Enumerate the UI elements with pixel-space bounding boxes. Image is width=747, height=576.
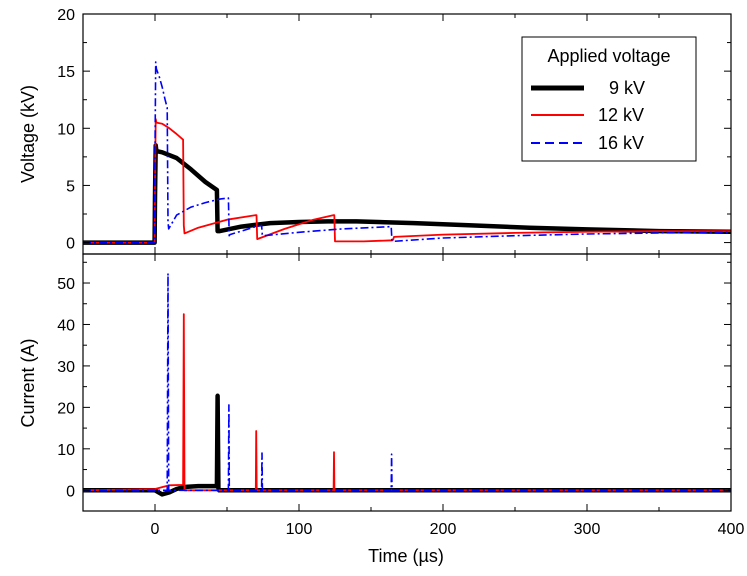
voltage-series-12-kv bbox=[83, 118, 731, 244]
x-tick-label: 300 bbox=[574, 521, 601, 538]
voltage-y-tick-label: 20 bbox=[57, 7, 75, 24]
current-y-tick-label: 10 bbox=[57, 442, 75, 459]
x-tick-label: 100 bbox=[286, 521, 313, 538]
current-series-16-kv bbox=[83, 272, 731, 492]
voltage-y-tick-label: 15 bbox=[57, 64, 75, 81]
current-axis-title: Current (A) bbox=[18, 338, 38, 427]
x-axis-title: Time (µs) bbox=[368, 546, 444, 566]
voltage-y-tick-label: 0 bbox=[66, 236, 75, 253]
voltage-axis-title: Voltage (kV) bbox=[18, 85, 38, 183]
current-y-tick-label: 50 bbox=[57, 276, 75, 293]
voltage-y-tick-label: 5 bbox=[66, 178, 75, 195]
legend-title: Applied voltage bbox=[547, 46, 670, 66]
current-panel: 0 10 20 30 40 50 Current (A) bbox=[18, 253, 732, 512]
legend-label-16kv: 16 kV bbox=[598, 133, 644, 153]
current-y-tick-label: 30 bbox=[57, 359, 75, 376]
voltage-panel: 0 5 10 15 20 Voltage (kV) Applied voltage 9 … bbox=[18, 7, 732, 255]
current-y-tick-label: 0 bbox=[66, 483, 75, 500]
x-tick-label: 400 bbox=[718, 521, 745, 538]
current-series-9-kv bbox=[83, 393, 731, 497]
current-y-tick-label: 40 bbox=[57, 317, 75, 334]
x-tick-label: 0 bbox=[151, 521, 160, 538]
voltage-y-tick-label: 10 bbox=[57, 121, 75, 138]
legend-box bbox=[521, 36, 697, 162]
current-plot-frame bbox=[82, 253, 732, 512]
x-tick-label: 200 bbox=[430, 521, 457, 538]
current-y-tick-label: 20 bbox=[57, 400, 75, 417]
legend-label-9kv: 9 kV bbox=[609, 78, 645, 98]
current-series-12-kv bbox=[83, 313, 731, 492]
legend: Applied voltage 9 kV 12 kV 16 kV bbox=[521, 36, 697, 162]
voltage-series-16-kv bbox=[83, 61, 731, 244]
legend-label-12kv: 12 kV bbox=[598, 105, 644, 125]
